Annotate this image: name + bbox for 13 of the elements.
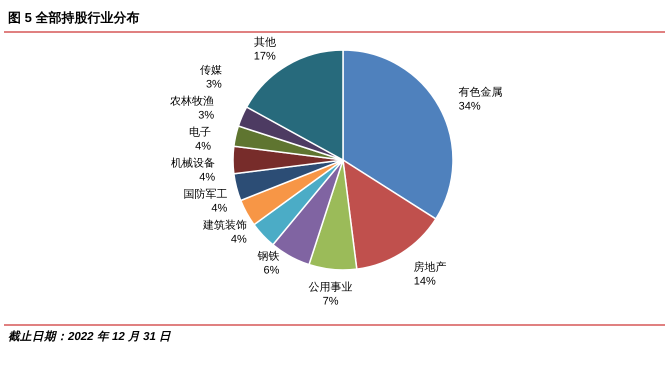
label: 国防军工 4% bbox=[183, 188, 228, 214]
label: 房地产 14% bbox=[414, 261, 447, 288]
label: 建筑装饰 4% bbox=[202, 219, 247, 246]
label: 电子 4% bbox=[189, 126, 211, 152]
label: 农林牧渔 3% bbox=[170, 95, 214, 122]
label: 公用事业 7% bbox=[308, 281, 353, 308]
label: 机械设备 4% bbox=[171, 157, 216, 184]
label: 传媒 3% bbox=[200, 64, 222, 90]
label: 其他 17% bbox=[254, 36, 276, 62]
label: 钢铁 6% bbox=[257, 250, 280, 276]
text: 截止日期：2022 年 12 月 31 日 bbox=[8, 330, 172, 343]
chart-title: 图 5 全部持股行业分布 bbox=[8, 10, 140, 25]
label: 有色金属 34% bbox=[458, 86, 503, 112]
